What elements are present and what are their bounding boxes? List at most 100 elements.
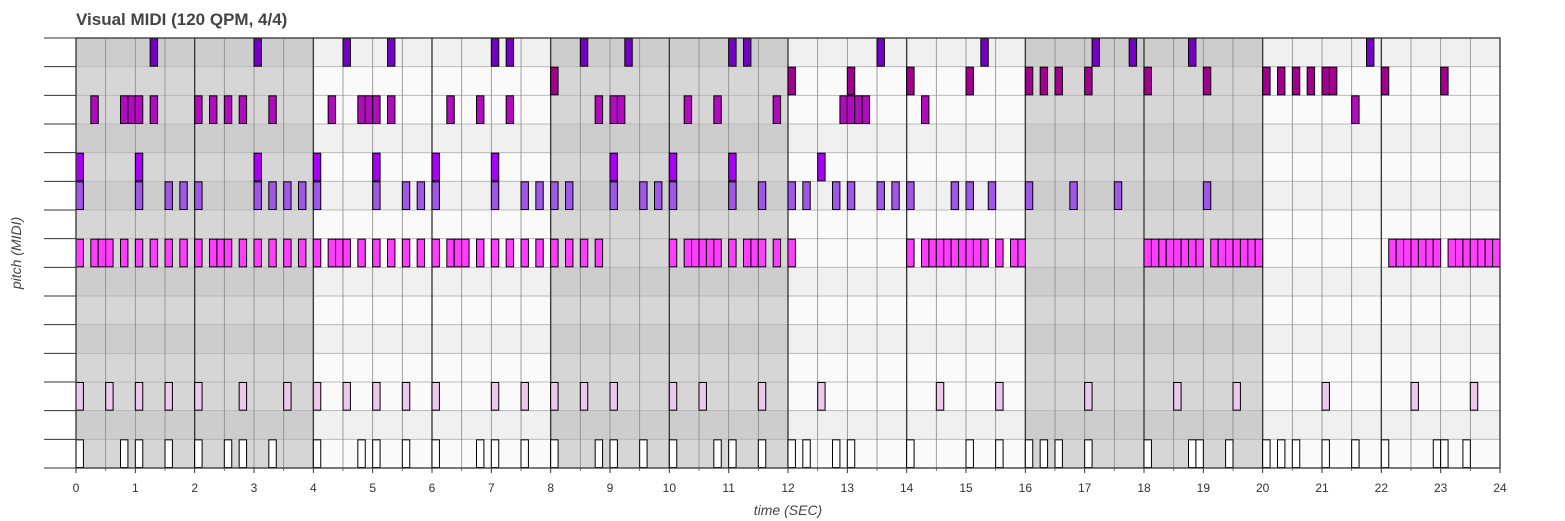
note-block — [216, 238, 225, 268]
notes-layer — [75, 38, 1501, 469]
note-block — [312, 238, 322, 268]
note-block — [668, 152, 678, 182]
note-block — [995, 382, 1004, 411]
note-block — [1054, 66, 1063, 96]
note-block — [743, 38, 752, 67]
note-block — [461, 238, 470, 268]
note-block — [223, 238, 233, 268]
note-block — [698, 238, 707, 268]
note-block — [490, 38, 500, 67]
note-block — [357, 238, 366, 268]
note-block — [520, 382, 529, 411]
note-block — [921, 95, 930, 125]
note-block — [1024, 181, 1034, 210]
note-block — [565, 181, 574, 210]
x-axis-label: time (SEC) — [754, 502, 822, 518]
note-block — [683, 238, 693, 268]
note-block — [283, 238, 292, 268]
note-block — [1084, 439, 1093, 469]
note-block — [728, 152, 737, 182]
note-block — [431, 382, 440, 411]
note-block — [1143, 439, 1152, 469]
note-block — [120, 238, 129, 268]
note-block — [268, 95, 277, 125]
axes: 0 1 2 3 4 5 6 7 8 9 10 11 12 13 14 15 16 17 18 19 20 21 22 23 24 — [44, 37, 1507, 495]
note-block — [1492, 238, 1501, 268]
note-block — [728, 181, 737, 210]
x-tick-label: 14 — [900, 481, 914, 495]
note-block — [134, 439, 144, 469]
x-tick-label: 24 — [1493, 481, 1507, 495]
note-block — [505, 238, 515, 268]
note-block — [550, 382, 559, 411]
note-block — [943, 238, 952, 268]
note-block — [972, 238, 982, 268]
note-block — [624, 38, 633, 67]
note-block — [238, 95, 248, 125]
note-block — [490, 439, 500, 469]
note-block — [1039, 66, 1049, 96]
note-block — [372, 382, 381, 411]
note-block — [1469, 382, 1479, 411]
x-tick-label: 19 — [1197, 481, 1211, 495]
note-block — [698, 382, 707, 411]
note-block — [209, 238, 218, 268]
note-block — [75, 181, 84, 210]
note-block — [1254, 238, 1264, 268]
note-block — [817, 382, 826, 411]
x-tick-label: 18 — [1137, 481, 1151, 495]
note-block — [846, 439, 856, 469]
note-block — [1202, 66, 1212, 96]
note-block — [431, 238, 440, 268]
note-block — [105, 238, 114, 268]
note-block — [921, 238, 930, 268]
note-block — [1084, 66, 1093, 96]
note-block — [75, 152, 84, 182]
note-block — [1351, 95, 1360, 125]
x-tick-label: 11 — [722, 481, 735, 495]
note-block — [476, 238, 485, 268]
note-block — [1277, 66, 1286, 96]
note-block — [149, 238, 159, 268]
note-block — [757, 181, 767, 210]
note-block — [1188, 238, 1197, 268]
note-block — [372, 152, 381, 182]
note-block — [312, 382, 322, 411]
note-block — [149, 95, 159, 125]
note-block — [728, 238, 737, 268]
note-block — [1462, 439, 1471, 469]
note-block — [520, 238, 529, 268]
x-tick-label: 9 — [607, 481, 614, 495]
note-block — [691, 238, 700, 268]
note-block — [668, 238, 678, 268]
note-block — [1128, 38, 1138, 67]
note-block — [987, 181, 997, 210]
note-block — [268, 238, 277, 268]
x-tick-label: 1 — [132, 481, 139, 495]
note-block — [431, 181, 440, 210]
note-block — [134, 152, 144, 182]
note-block — [750, 238, 759, 268]
note-block — [906, 66, 915, 96]
note-block — [97, 238, 107, 268]
x-tick-label: 20 — [1256, 481, 1270, 495]
note-block — [490, 382, 500, 411]
note-block — [75, 238, 84, 268]
note-block — [505, 95, 515, 125]
note-block — [1165, 238, 1175, 268]
note-block — [342, 382, 351, 411]
note-block — [431, 439, 440, 469]
note-block — [120, 439, 129, 469]
x-tick-label: 6 — [429, 481, 436, 495]
note-block — [357, 95, 366, 125]
note-block — [149, 38, 159, 67]
note-block — [1425, 238, 1434, 268]
note-block — [401, 382, 411, 411]
note-block — [520, 439, 529, 469]
note-block — [1477, 238, 1486, 268]
note-block — [639, 181, 648, 210]
note-block — [372, 439, 381, 469]
note-block — [565, 238, 574, 268]
note-block — [683, 95, 693, 125]
